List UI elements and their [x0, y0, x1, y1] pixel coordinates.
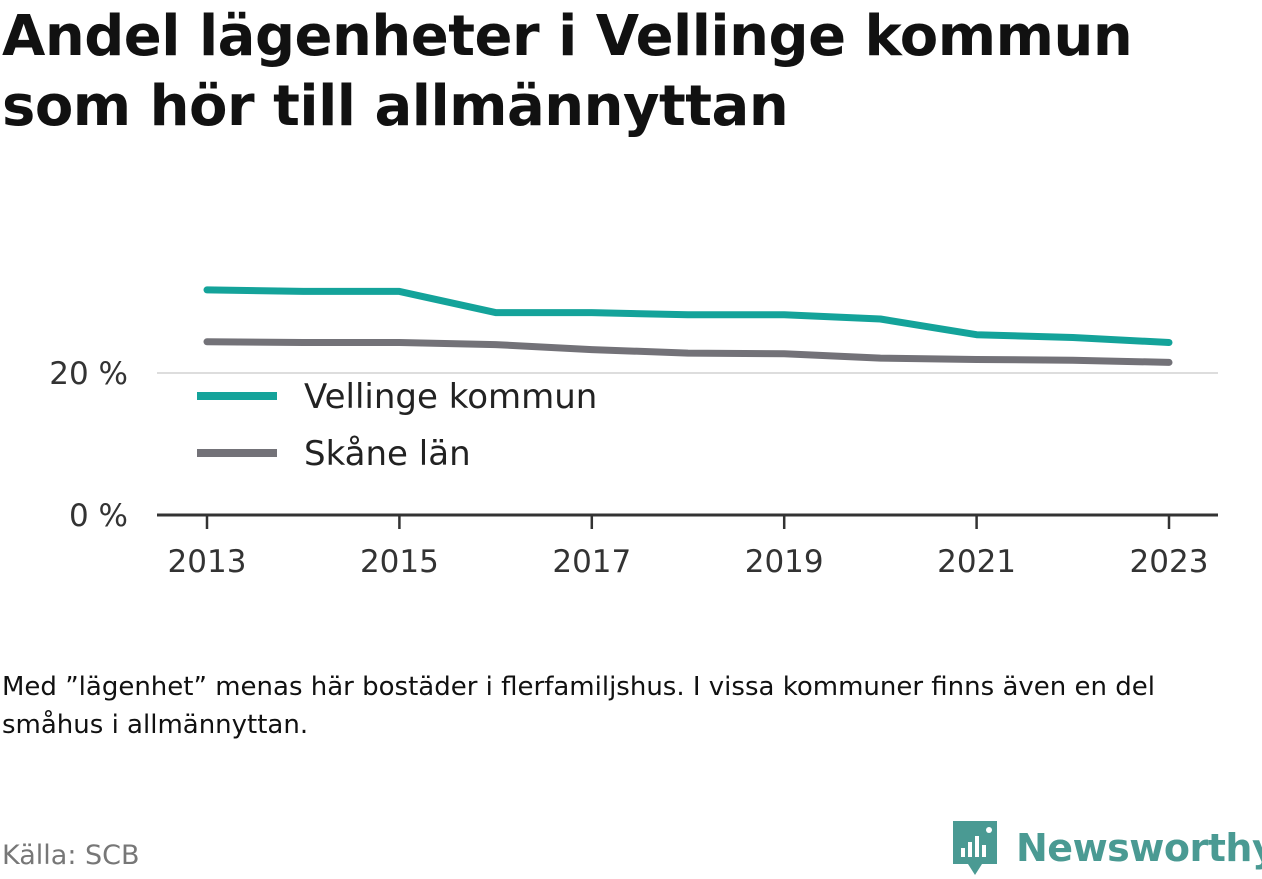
x-tick-label: 2013 — [168, 544, 247, 580]
newsworthy-logo: Newsworthy — [950, 818, 1262, 878]
footnote: Med ”lägenhet” menas här bostäder i fler… — [2, 672, 1155, 740]
legend-label: Skåne län — [304, 434, 471, 474]
x-axis: 2013 2015 2017 2019 2021 2023 — [157, 513, 1218, 580]
y-axis: 0 % 20 % — [49, 356, 128, 534]
chart-title: Andel lägenheter i Vellinge kommun som h… — [2, 4, 1133, 139]
x-tick-label: 2017 — [552, 544, 631, 580]
newsworthy-logo-icon — [953, 821, 997, 875]
y-tick-label: 20 % — [49, 356, 128, 392]
source-text: Källa: SCB — [2, 840, 140, 871]
x-tick-label: 2015 — [360, 544, 439, 580]
x-tick-label: 2021 — [937, 544, 1016, 580]
brand-name: Newsworthy — [1016, 826, 1262, 870]
legend: Vellinge kommun Skåne län — [183, 376, 628, 486]
line-chart: 2013 2015 2017 2019 2021 2023 0 % 20 % Velling… — [49, 286, 1218, 580]
legend-label: Vellinge kommun — [304, 377, 597, 417]
y-tick-label: 0 % — [69, 498, 128, 534]
x-tick-label: 2023 — [1130, 544, 1209, 580]
series-line-skane-lan — [203, 338, 1173, 366]
series-line-vellinge-kommun — [203, 286, 1173, 346]
x-tick-label: 2019 — [745, 544, 824, 580]
series-layer — [203, 286, 1173, 366]
